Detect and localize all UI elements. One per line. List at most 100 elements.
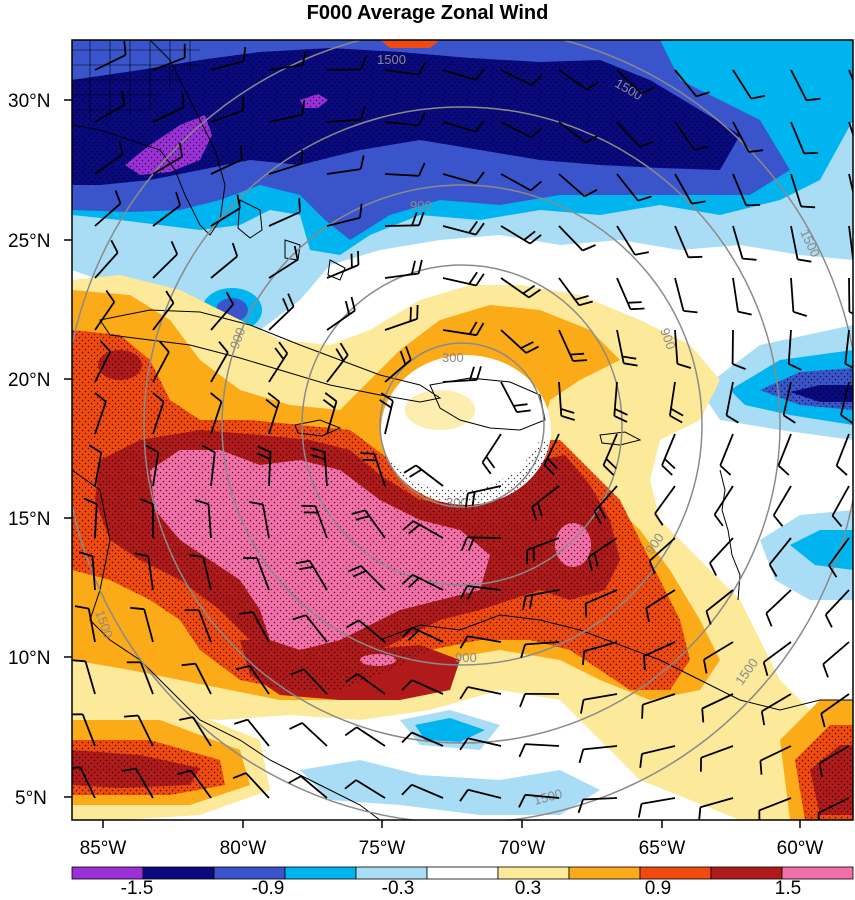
lon-label-75: 75°W — [359, 838, 406, 859]
map-title: F000 Average Zonal Wind — [306, 2, 549, 24]
wind-barb-feather — [460, 585, 468, 599]
wind-barb-staff — [411, 626, 444, 643]
coast-cuba — [99, 309, 442, 403]
wind-barb-staff — [558, 69, 588, 91]
wind-barb-feather — [110, 239, 119, 254]
wind-barb-staff — [268, 451, 272, 487]
wind-barb-feather — [466, 586, 475, 600]
wind-barb-staff — [674, 69, 698, 97]
wind-barb-feather — [828, 564, 838, 578]
wind-barb-feather — [298, 198, 301, 213]
wind-barb-staff — [442, 121, 476, 133]
wind-barb-feather — [417, 61, 427, 76]
wind-barb-feather — [582, 651, 586, 666]
wind-barb-staff — [94, 351, 112, 383]
wind-barb-staff — [835, 433, 850, 467]
wind-barb-staff — [649, 537, 676, 562]
wind-barb-staff — [525, 589, 560, 597]
wind-barb-staff — [152, 155, 183, 175]
wind-barb-staff — [500, 277, 530, 299]
plot-area: 300 300 900 900 900 900 900 1500 1500 15… — [72, 40, 853, 820]
wind-barb-staff — [268, 211, 301, 227]
wind-barb-feather — [380, 392, 394, 402]
wind-barb-staff — [725, 381, 734, 416]
wind-barb-staff — [760, 745, 792, 762]
wind-barb-staff — [384, 318, 418, 331]
wind-barb-staff — [442, 329, 477, 337]
wind-barb-staff — [94, 104, 125, 123]
wind-barb-staff — [268, 352, 289, 383]
wind-barb-staff — [844, 329, 850, 364]
wind-barb-feather — [401, 731, 413, 744]
wind-barb-feather — [840, 414, 853, 424]
wind-barb-staff — [713, 485, 734, 516]
wind-barb-staff — [262, 504, 270, 539]
wind-barb-feather — [759, 760, 763, 775]
wind-barb-feather — [409, 468, 422, 478]
coastlines — [72, 40, 853, 820]
wind-barb-feather — [322, 398, 336, 409]
wind-barb-feather — [288, 775, 302, 784]
wind-barb-staff — [840, 381, 850, 416]
colorbar-label-4: 0.9 — [645, 878, 671, 899]
wind-barb-staff — [79, 766, 96, 799]
wind-barb-feather — [399, 350, 407, 365]
lat-label-15: 15°N — [8, 509, 50, 530]
wind-barb-feather — [401, 679, 413, 691]
wind-barb-staff — [301, 722, 328, 747]
wind-barb-staff — [411, 783, 444, 799]
wind-barb-feather — [231, 242, 239, 257]
wind-barb-staff — [268, 64, 303, 71]
wind-barb-staff — [777, 433, 792, 466]
wind-barb-feather — [210, 392, 223, 403]
wind-barb-staff — [326, 118, 361, 123]
wind-barb-feather — [310, 447, 325, 453]
wind-barb-staff — [152, 401, 165, 435]
wind-barb-staff — [500, 69, 532, 86]
lon-label-70: 70°W — [499, 838, 546, 859]
wind-barb-staff — [585, 589, 618, 605]
wind-barb-feather — [835, 465, 848, 476]
wind-barb-staff — [268, 401, 281, 435]
wind-barb-feather — [178, 142, 184, 157]
wind-barb-feather — [513, 403, 528, 407]
wind-barb-staff — [674, 173, 693, 205]
wind-barb-staff — [268, 258, 299, 279]
wind-barb-feather — [232, 772, 247, 780]
wind-barb-feather — [118, 140, 124, 155]
wind-barb-staff — [787, 329, 792, 364]
wind-barb-staff — [772, 485, 792, 516]
wind-barb-feather — [820, 713, 826, 728]
wind-barb-feather — [670, 407, 684, 417]
wind-barb-feather — [831, 515, 843, 527]
wind-barb-feather — [801, 205, 816, 209]
wind-barb-staff — [411, 679, 444, 695]
wind-barb-staff — [256, 557, 270, 591]
wind-barb-staff — [831, 485, 850, 517]
wind-barb-feather — [530, 180, 542, 192]
wind-barb-feather — [688, 255, 703, 259]
wind-barb-feather — [523, 230, 536, 241]
coast-florida — [72, 40, 226, 236]
wind-barb-feather — [481, 461, 492, 475]
wind-barb-feather — [536, 502, 543, 517]
wind-barb-feather — [578, 300, 593, 307]
lat-label-30: 30°N — [8, 91, 50, 112]
wind-barb-staff — [94, 252, 119, 279]
wind-barb-feather — [405, 346, 412, 361]
wind-barb-staff — [412, 520, 444, 539]
lon-label-60: 60°W — [777, 838, 824, 859]
wind-barb-staff — [356, 726, 386, 747]
coast-puerto-rico — [599, 431, 642, 446]
ring-label-900-upper: 900 — [410, 198, 432, 213]
wind-barb-feather — [694, 145, 709, 151]
wind-barb-feather — [844, 362, 853, 369]
wind-barb-feather — [300, 149, 304, 164]
wind-barb-feather — [123, 41, 127, 56]
wind-barb-staff — [825, 589, 850, 616]
wind-barb-feather — [471, 491, 476, 506]
wind-barb-feather — [726, 414, 739, 424]
wind-barb-staff — [356, 673, 386, 695]
wind-barb-feather — [788, 363, 802, 371]
wind-barb-staff — [94, 153, 124, 175]
